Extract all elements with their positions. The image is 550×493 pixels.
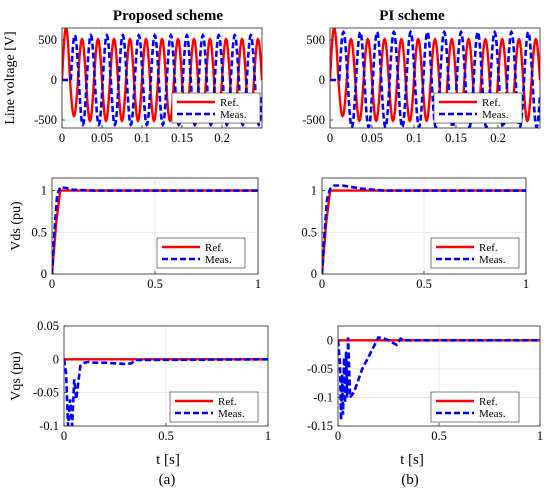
legend-label: Ref. <box>479 242 498 254</box>
legend-label: Ref. <box>482 97 501 109</box>
y-axis-label: Vqs (pu) <box>9 351 24 401</box>
x-tick-label: 0.1 <box>134 131 150 145</box>
y-tick-label: 1 <box>41 184 47 198</box>
legend-box <box>433 92 523 124</box>
y-tick-label: -0.1 <box>313 390 333 404</box>
series-meas-line <box>62 32 262 128</box>
legend-label: Meas. <box>220 109 247 121</box>
legend-box <box>156 237 246 269</box>
x-tick-label: 1 <box>523 277 529 291</box>
y-tick-label: 0 <box>51 73 57 87</box>
legend-label: Meas. <box>482 109 509 121</box>
series-meas-line <box>64 358 268 426</box>
series-meas-line <box>322 184 526 274</box>
y-tick-label: 1 <box>311 184 317 198</box>
x-tick-label: 0.5 <box>158 429 174 443</box>
y-tick-label: 500 <box>306 33 325 47</box>
x-tick-label: 0.5 <box>431 429 447 443</box>
y-tick-label: 500 <box>38 33 57 47</box>
series-ref-line <box>330 28 540 123</box>
legend-label: Meas. <box>205 254 232 266</box>
x-tick-label: 0.2 <box>490 131 506 145</box>
legend-label: Ref. <box>479 396 498 408</box>
y-tick-label: -0.05 <box>33 386 59 400</box>
x-tick-label: 0 <box>49 277 55 291</box>
legend: Ref.Meas. <box>430 237 520 269</box>
x-tick-label: 0 <box>319 277 325 291</box>
legend-label: Meas. <box>479 408 506 420</box>
legend-label: Meas. <box>218 408 245 420</box>
series-ref-line <box>62 28 262 123</box>
legend: Ref.Meas. <box>156 237 246 269</box>
x-tick-label: 0 <box>335 429 341 443</box>
axes-box <box>61 27 263 129</box>
y-tick-label: 0.5 <box>31 225 47 239</box>
column-title-proposed: Proposed scheme <box>113 8 223 24</box>
y-tick-label: 0 <box>319 73 325 87</box>
x-tick-label: 0 <box>59 131 65 145</box>
series-meas-line <box>338 335 540 421</box>
panel-a-vqs: 0 0.5 1 -0.1 -0.05 0 0.05 Vqs (pu) Ref.Meas. <box>9 319 271 443</box>
legend-label: Meas. <box>479 254 506 266</box>
x-axis-label-a: t [s] <box>156 452 180 468</box>
x-tick-label: 0 <box>327 131 333 145</box>
legend-label: Ref. <box>205 242 224 254</box>
caption-b: (b) <box>401 472 419 488</box>
y-axis-label: Line voltage [V] <box>3 31 18 124</box>
legend-label: Ref. <box>220 97 239 109</box>
legend: Ref.Meas. <box>169 391 259 423</box>
x-tick-label: 1 <box>265 429 271 443</box>
x-tick-label: 0.5 <box>147 277 163 291</box>
y-tick-label: -500 <box>34 113 57 127</box>
y-tick-label: 0.5 <box>301 225 317 239</box>
panel-b-vqs: 0 0.5 1 -0.15 -0.1 -0.05 0 Ref.Meas. <box>307 325 543 443</box>
y-tick-label: -0.15 <box>307 419 333 433</box>
y-tick-label: -0.05 <box>307 362 333 376</box>
column-title-pi: PI scheme <box>379 8 445 24</box>
x-tick-label: 0.15 <box>171 131 193 145</box>
y-tick-label: 0 <box>53 352 59 366</box>
x-tick-label: 1 <box>255 277 261 291</box>
legend-box <box>169 391 259 423</box>
axes-box <box>329 27 541 129</box>
x-tick-label: 0.1 <box>406 131 422 145</box>
legend-box <box>430 237 520 269</box>
legend: Ref.Meas. <box>171 92 261 124</box>
y-tick-label: 0 <box>311 267 317 281</box>
panel-a-vds: 0 0.5 1 0 0.5 1 Vds (pu) Ref.Meas. <box>9 177 261 291</box>
y-axis-label: Vds (pu) <box>9 201 24 251</box>
y-tick-label: -0.1 <box>39 419 59 433</box>
x-tick-label: 0.05 <box>91 131 113 145</box>
series-ref-line <box>52 189 258 274</box>
legend-box <box>171 92 261 124</box>
series-meas-line <box>52 185 258 274</box>
x-tick-label: 0 <box>61 429 67 443</box>
y-tick-label: -500 <box>302 113 325 127</box>
y-tick-label: 0 <box>41 267 47 281</box>
legend-box <box>430 391 520 423</box>
x-tick-label: 1 <box>537 429 543 443</box>
legend: Ref.Meas. <box>430 391 520 423</box>
x-tick-label: 0.2 <box>214 131 230 145</box>
legend: Ref.Meas. <box>433 92 523 124</box>
x-axis-label-b: t [s] <box>400 452 424 468</box>
legend-label: Ref. <box>218 396 237 408</box>
x-tick-label: 0.15 <box>445 131 467 145</box>
x-tick-label: 0.5 <box>416 277 432 291</box>
x-tick-label: 0.05 <box>361 131 383 145</box>
caption-a: (a) <box>159 472 176 488</box>
y-tick-label: 0 <box>327 333 333 347</box>
y-tick-label: 0.05 <box>37 319 59 333</box>
